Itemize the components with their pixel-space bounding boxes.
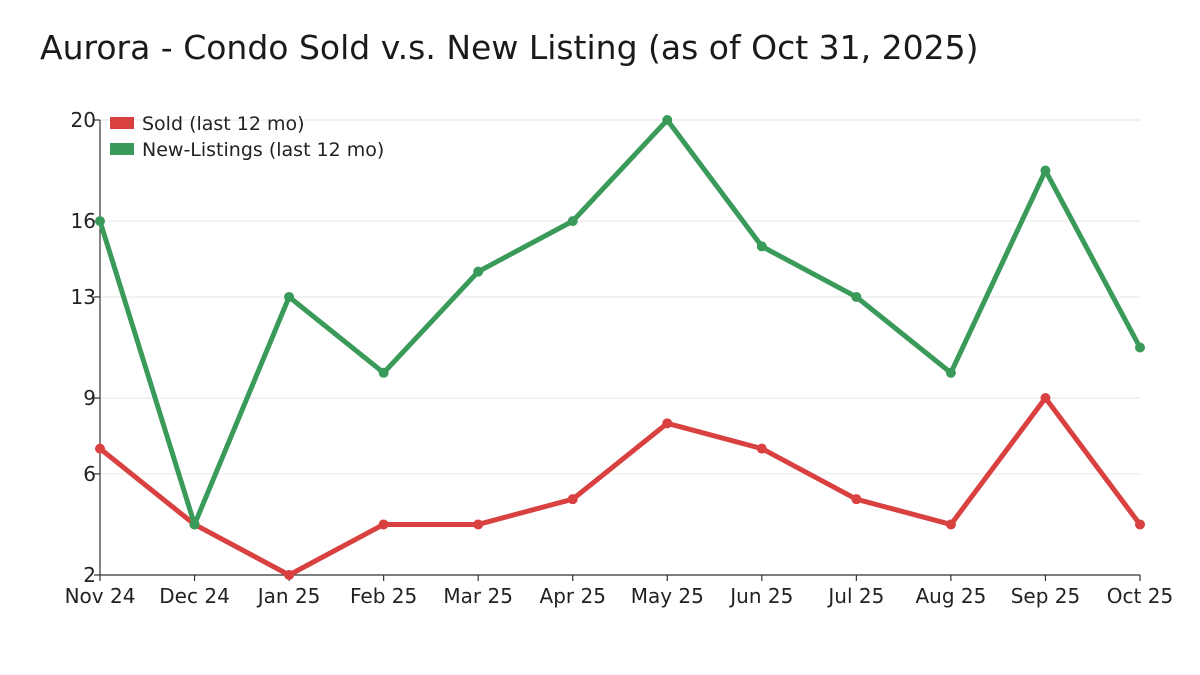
data-point <box>473 519 484 530</box>
data-point <box>1135 519 1145 530</box>
data-point <box>567 216 578 227</box>
data-point <box>95 216 105 227</box>
legend: Sold (last 12 mo) New-Listings (last 12 … <box>110 113 384 161</box>
x-tick-label: Oct 25 <box>1107 584 1173 608</box>
chart-title: Aurora - Condo Sold v.s. New Listing (as… <box>40 28 978 67</box>
x-tick-label: Mar 25 <box>443 584 513 608</box>
x-tick-label: Nov 24 <box>65 584 136 608</box>
legend-swatch-new-listings <box>110 143 134 155</box>
x-tick-label: May 25 <box>631 584 704 608</box>
series-line-0 <box>97 395 1143 578</box>
data-point <box>378 367 389 378</box>
data-point <box>756 443 767 454</box>
data-point <box>756 241 767 252</box>
x-tick-label: Aug 25 <box>915 584 986 608</box>
legend-swatch-sold <box>110 117 134 129</box>
x-tick-label: Jan 25 <box>256 584 321 608</box>
data-point <box>284 291 295 302</box>
y-tick-label: 6 <box>83 462 96 486</box>
y-tick-label: 16 <box>71 209 96 233</box>
y-tick-label: 20 <box>71 108 96 132</box>
data-point <box>284 570 295 580</box>
data-point <box>945 519 956 530</box>
grid-lines <box>100 119 1140 576</box>
y-tick-label: 2 <box>83 563 96 587</box>
data-point <box>567 494 578 505</box>
x-tick-label: Apr 25 <box>540 584 606 608</box>
legend-label-sold: Sold (last 12 mo) <box>142 113 305 135</box>
data-point <box>662 115 673 125</box>
y-tick-label: 13 <box>71 285 96 309</box>
data-point <box>662 418 673 429</box>
legend-label-new-listings: New-Listings (last 12 mo) <box>142 139 384 161</box>
data-point <box>473 266 484 277</box>
data-point <box>1040 393 1051 404</box>
x-tick-label: Dec 24 <box>159 584 230 608</box>
data-point <box>1040 165 1051 176</box>
data-point <box>851 494 862 505</box>
data-point <box>189 519 200 530</box>
data-point <box>95 443 105 454</box>
x-axis-ticks: Nov 24 Dec 24 Jan 25 Feb 25 Mar 25 Apr 25 May … <box>65 575 1173 608</box>
series-line-1 <box>97 117 1143 527</box>
data-point <box>378 519 389 530</box>
x-tick-label: Feb 25 <box>350 584 417 608</box>
data-point <box>1135 342 1145 353</box>
series-group <box>95 115 1145 580</box>
y-axis-ticks: 20 16 13 9 6 2 <box>71 108 100 587</box>
x-tick-label: Sep 25 <box>1011 584 1081 608</box>
data-point <box>851 291 862 302</box>
x-tick-label: Jul 25 <box>826 584 884 608</box>
y-tick-label: 9 <box>83 386 96 410</box>
x-tick-label: Jun 25 <box>728 584 793 608</box>
data-point <box>945 367 956 378</box>
